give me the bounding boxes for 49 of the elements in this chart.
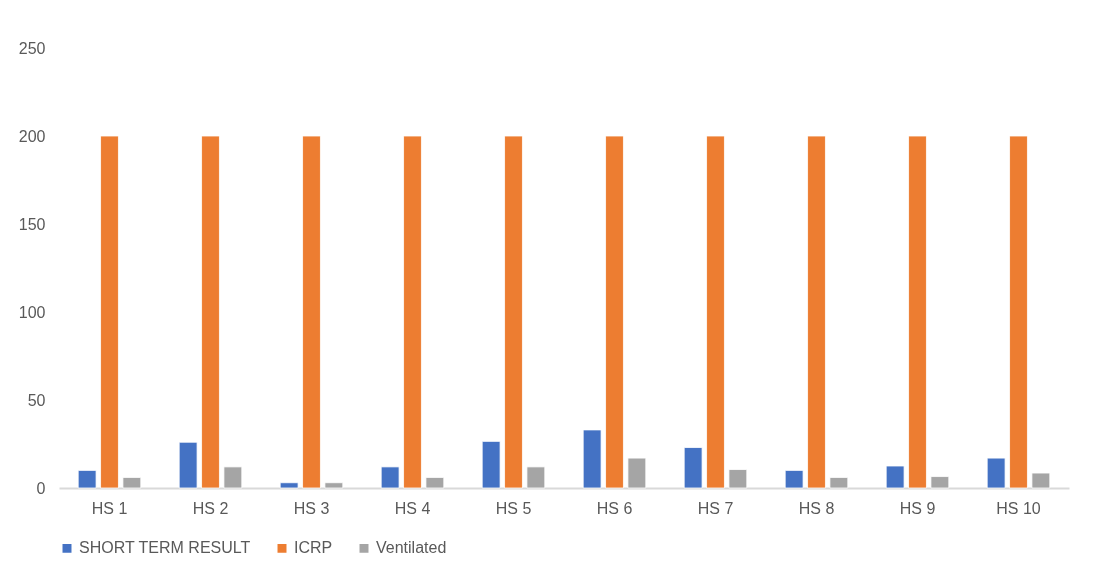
x-tick-label: HS 5 [495,499,532,517]
bar [302,135,321,489]
bar [77,470,97,489]
bar [908,135,927,489]
bar [683,447,703,489]
bar [178,441,198,489]
x-tick-label: HS 4 [394,499,431,517]
bar [582,429,602,489]
bar [627,457,647,489]
x-tick-label: HS 7 [697,499,734,517]
bar [1031,472,1051,489]
y-tick-label: 250 [18,39,46,57]
bar [324,482,344,489]
legend-label: ICRP [294,539,333,557]
x-tick-label: HS 9 [899,499,936,517]
bar [403,135,422,489]
bar [201,135,220,489]
bar [122,477,142,489]
bar [728,469,748,489]
bar [279,482,299,489]
bar [930,476,950,489]
bar [784,470,804,489]
y-tick-label: 200 [18,127,46,145]
y-tick-label: 0 [36,479,46,497]
legend-label: SHORT TERM RESULT [79,539,251,557]
bar [481,440,501,489]
bar [425,477,445,489]
bar [829,477,849,489]
x-tick-label: HS 2 [192,499,229,517]
x-tick-label: HS 3 [293,499,330,517]
x-tick-label: HS 6 [596,499,633,517]
bar [100,135,119,489]
x-tick-label: HS 8 [798,499,835,517]
bar [504,135,523,489]
bar [885,465,905,489]
y-tick-label: 100 [18,303,46,321]
legend-label: Ventilated [376,539,447,557]
bar [986,457,1006,489]
bar [223,466,243,489]
bar [605,135,624,489]
bar [380,466,400,489]
y-tick-label: 150 [18,215,46,233]
bar [706,135,725,489]
x-tick-label: HS 10 [996,499,1041,517]
x-tick-label: HS 1 [91,499,128,517]
y-tick-label: 50 [27,391,46,409]
bar [526,466,546,489]
bar [1009,135,1028,489]
bar [807,135,826,489]
